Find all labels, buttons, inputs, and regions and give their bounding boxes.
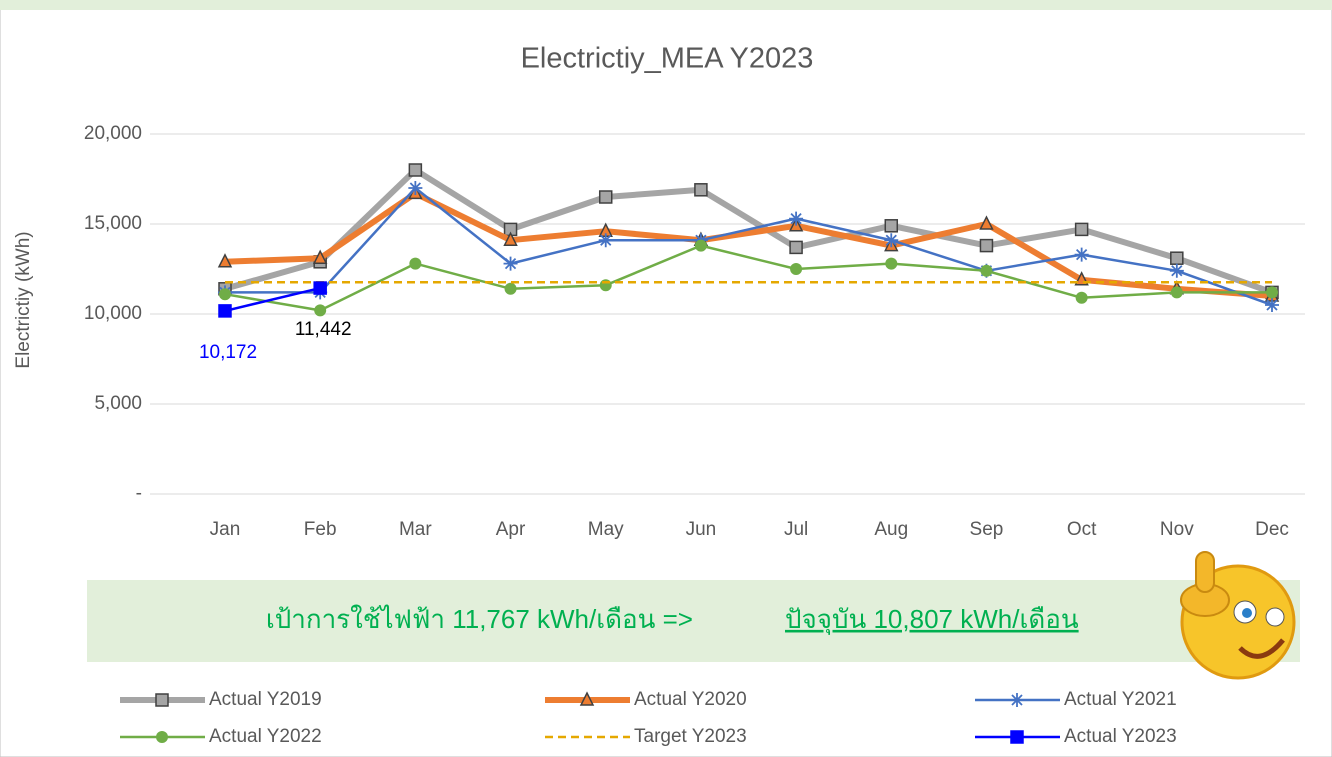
y-axis-label: Electrictiy (kWh) bbox=[13, 231, 34, 368]
legend-label: Actual Y2019 bbox=[209, 689, 322, 710]
marker bbox=[1076, 223, 1088, 235]
marker bbox=[600, 191, 612, 203]
top-strip bbox=[0, 0, 1332, 10]
x-tick-label: Jul bbox=[784, 519, 808, 540]
x-tick-label: Nov bbox=[1160, 519, 1194, 540]
marker bbox=[409, 164, 421, 176]
marker bbox=[1075, 248, 1089, 262]
legend-label: Target Y2023 bbox=[634, 726, 747, 747]
marker bbox=[1171, 252, 1183, 264]
marker bbox=[156, 694, 168, 706]
y-tick-label: - bbox=[136, 483, 142, 504]
banner-current: ปัจจุบัน 10,807 kWh/เดือน bbox=[785, 604, 1079, 635]
marker bbox=[695, 240, 707, 252]
page: Electrictiy_MEA Y2023 Electrictiy (kWh) … bbox=[0, 0, 1332, 757]
chart-title: Electrictiy_MEA Y2023 bbox=[521, 43, 814, 75]
marker bbox=[504, 257, 518, 271]
x-tick-label: May bbox=[588, 519, 624, 540]
legend-label: Actual Y2020 bbox=[634, 689, 747, 710]
marker bbox=[790, 241, 802, 253]
marker bbox=[980, 240, 992, 252]
x-tick-label: Aug bbox=[874, 519, 908, 540]
marker bbox=[314, 304, 326, 316]
marker bbox=[980, 265, 992, 277]
marker bbox=[1265, 298, 1279, 312]
marker bbox=[219, 305, 231, 317]
legend-label: Actual Y2023 bbox=[1064, 726, 1177, 747]
y-tick-label: 5,000 bbox=[94, 393, 142, 414]
marker bbox=[1011, 731, 1023, 743]
marker bbox=[789, 212, 803, 226]
y-tick-label: 15,000 bbox=[84, 213, 142, 234]
marker bbox=[408, 181, 422, 195]
marker bbox=[219, 288, 231, 300]
data-label: 11,442 bbox=[295, 319, 352, 340]
chart: Electrictiy_MEA Y2023 Electrictiy (kWh) … bbox=[0, 0, 1332, 757]
x-tick-label: Feb bbox=[304, 519, 337, 540]
banner-target: เป้าการใช้ไฟฟ้า 11,767 kWh/เดือน => bbox=[266, 604, 693, 634]
marker bbox=[885, 258, 897, 270]
marker bbox=[1010, 693, 1024, 707]
y-tick-label: 10,000 bbox=[84, 303, 142, 324]
marker bbox=[1076, 292, 1088, 304]
x-tick-label: Mar bbox=[399, 519, 432, 540]
marker bbox=[156, 731, 168, 743]
x-tick-label: Oct bbox=[1067, 519, 1097, 540]
marker bbox=[885, 220, 897, 232]
x-tick-label: Sep bbox=[970, 519, 1004, 540]
marker bbox=[409, 258, 421, 270]
x-tick-label: Jan bbox=[210, 519, 241, 540]
x-tick-label: Apr bbox=[496, 519, 526, 540]
legend-label: Actual Y2022 bbox=[209, 726, 322, 747]
marker bbox=[695, 184, 707, 196]
legend-label: Actual Y2021 bbox=[1064, 689, 1177, 710]
marker bbox=[790, 263, 802, 275]
x-tick-label: Jun bbox=[686, 519, 717, 540]
marker bbox=[1170, 264, 1184, 278]
marker bbox=[1171, 286, 1183, 298]
marker bbox=[1266, 286, 1278, 298]
marker bbox=[314, 282, 326, 294]
marker bbox=[505, 283, 517, 295]
y-tick-label: 20,000 bbox=[84, 123, 142, 144]
data-label: 10,172 bbox=[199, 342, 257, 363]
x-tick-label: Dec bbox=[1255, 519, 1289, 540]
marker bbox=[599, 233, 613, 247]
marker bbox=[884, 233, 898, 247]
